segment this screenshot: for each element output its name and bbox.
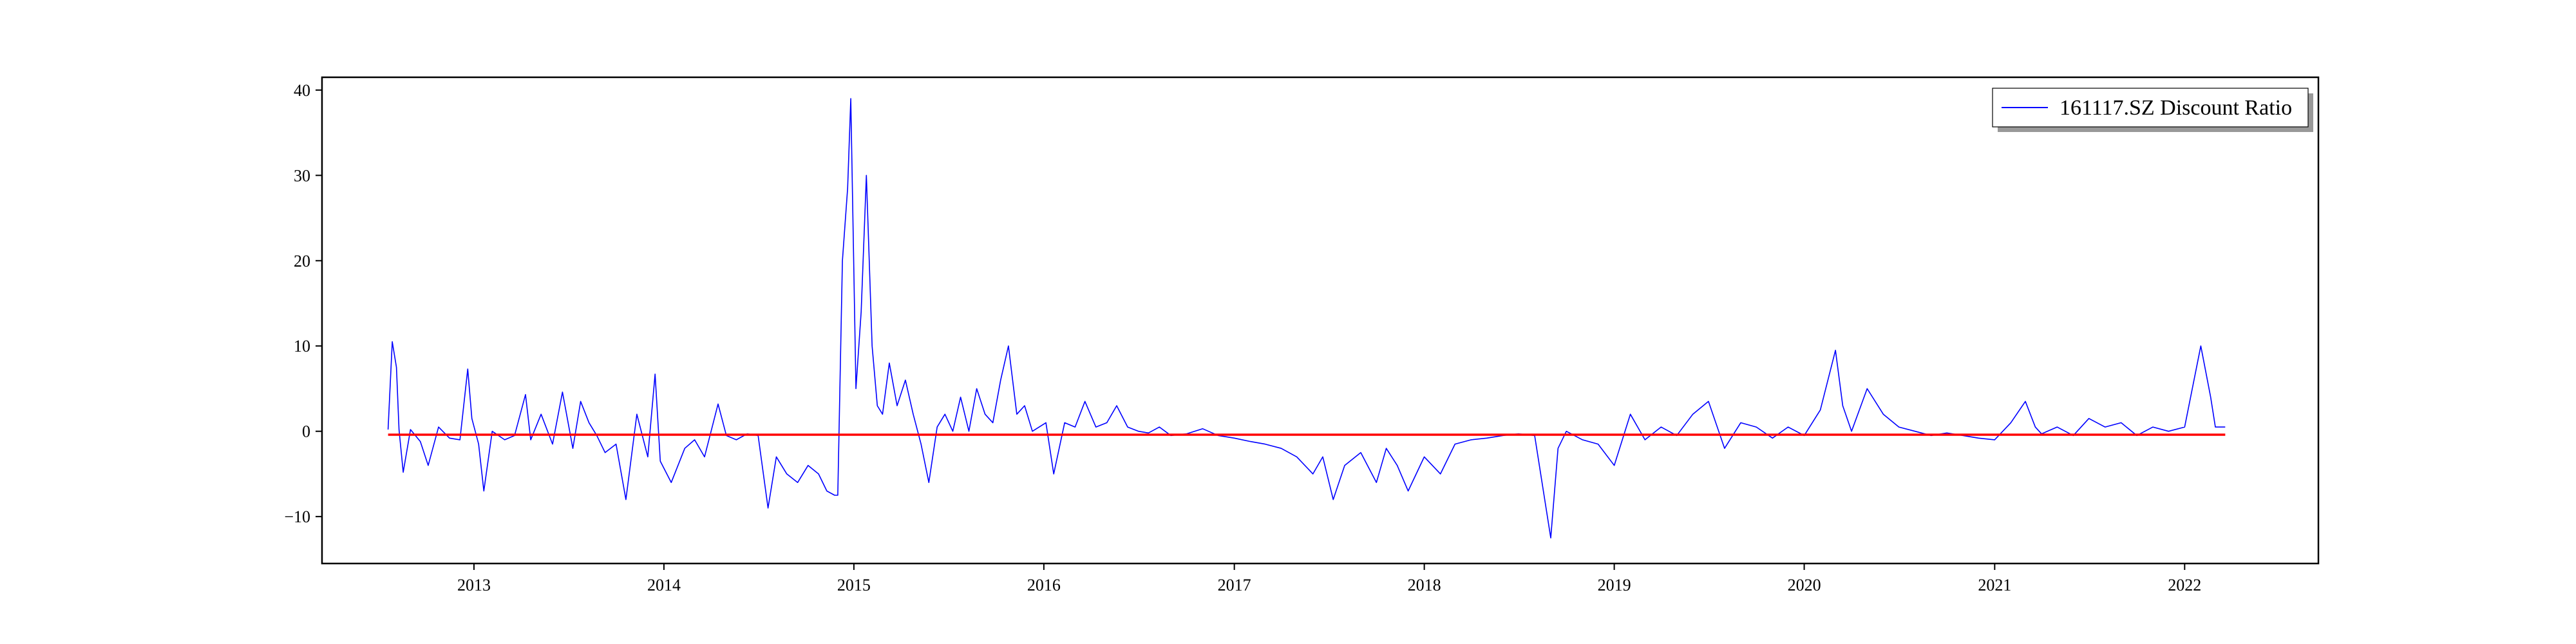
- x-tick-label: 2019: [1598, 576, 1631, 594]
- x-tick-label: 2014: [647, 576, 681, 594]
- plot-frame: [321, 76, 2320, 565]
- y-tick-label: 20: [294, 252, 310, 270]
- x-tick-label: 2021: [1978, 576, 2011, 594]
- y-tick-label: 0: [302, 422, 310, 441]
- y-tick-label: 40: [294, 81, 310, 100]
- legend-label: 161117.SZ Discount Ratio: [2060, 96, 2292, 120]
- legend: 161117.SZ Discount Ratio: [1992, 88, 2313, 132]
- x-tick-label: 2018: [1408, 576, 1441, 594]
- x-tick-label: 2015: [837, 576, 871, 594]
- x-tick-label: 2017: [1218, 576, 1251, 594]
- x-tick-label: 2022: [2168, 576, 2201, 594]
- y-tick-label: 10: [294, 337, 310, 355]
- y-tick-label: −10: [284, 507, 310, 526]
- series-line-0: [387, 98, 2226, 539]
- y-tick-label: 30: [294, 166, 310, 185]
- x-tick-label: 2016: [1027, 576, 1061, 594]
- x-tick-label: 2020: [1788, 576, 1821, 594]
- x-tick-label: 2013: [457, 576, 491, 594]
